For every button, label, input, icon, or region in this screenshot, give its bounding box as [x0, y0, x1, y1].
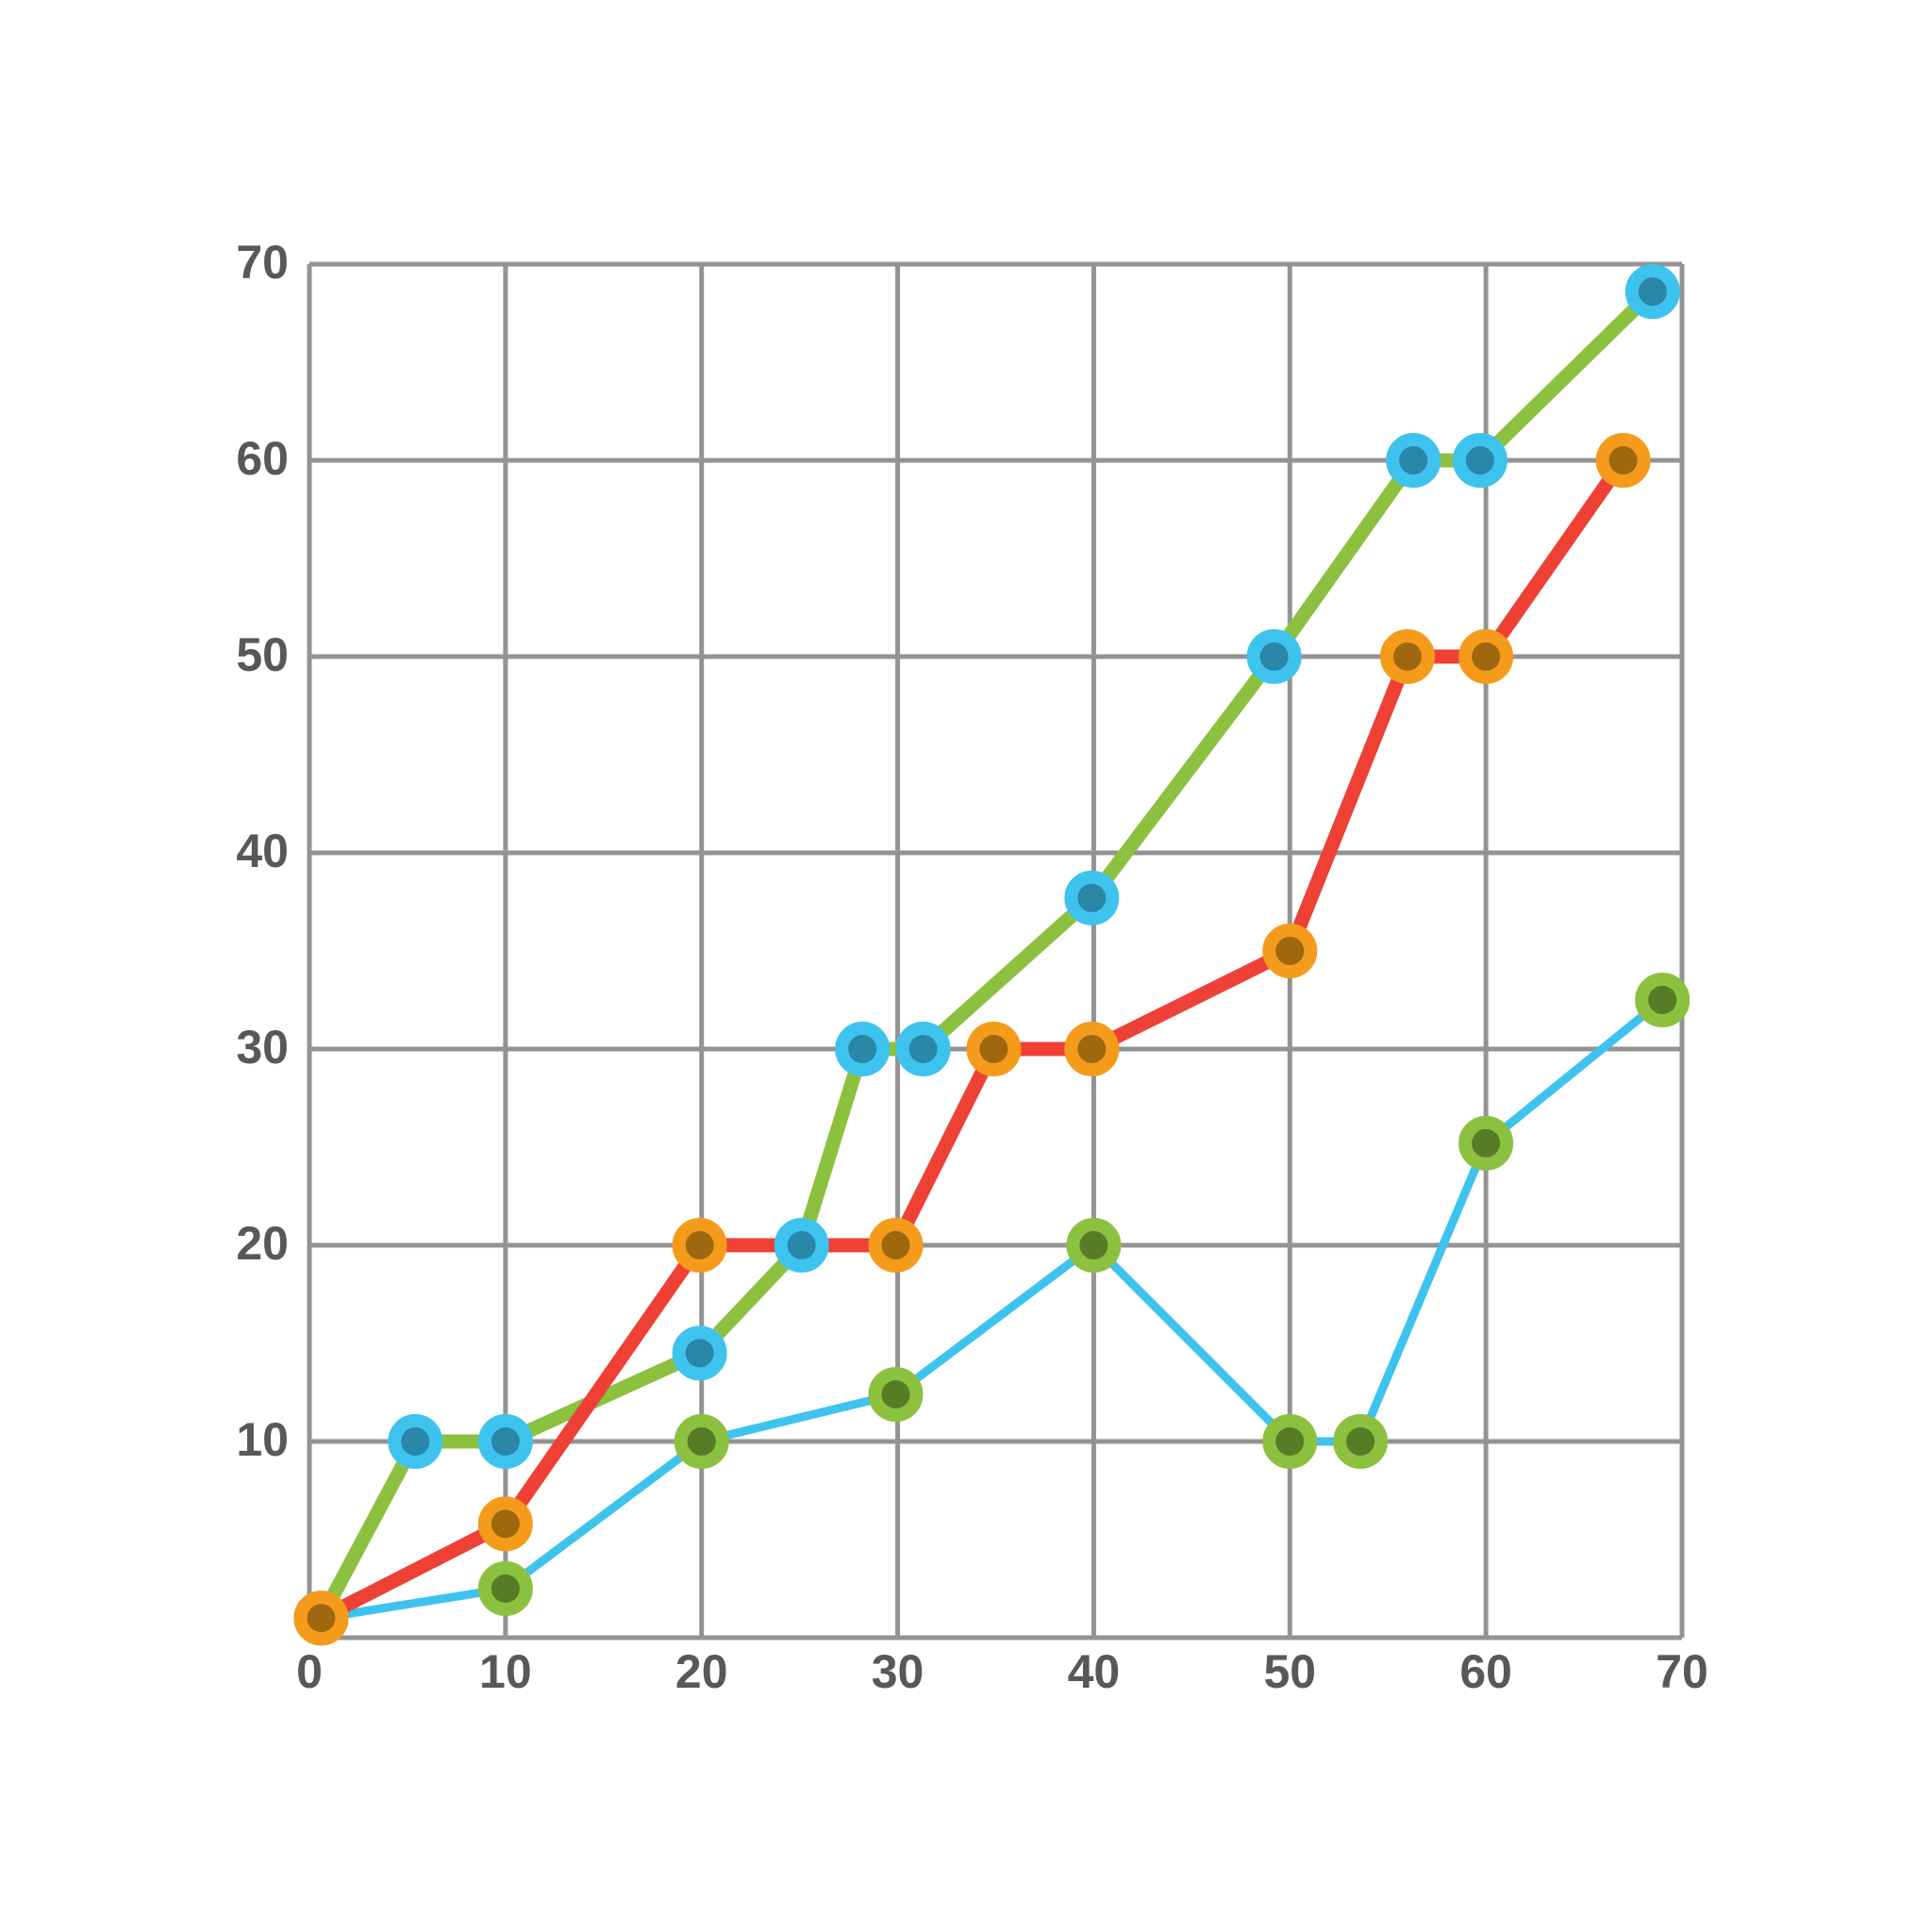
x-tick-label: 40: [1068, 1645, 1121, 1698]
y-tick-label: 60: [236, 432, 289, 485]
y-tick-label: 30: [236, 1021, 289, 1074]
marker: [1452, 433, 1507, 488]
x-tick-label: 50: [1263, 1645, 1316, 1698]
marker: [868, 1367, 924, 1423]
marker: [1246, 629, 1302, 684]
marker: [1380, 629, 1435, 684]
x-tick-label: 30: [872, 1645, 924, 1698]
marker: [1333, 1414, 1389, 1469]
x-tick-label: 20: [675, 1645, 728, 1698]
x-tick-label: 0: [296, 1645, 323, 1698]
marker: [1624, 264, 1680, 320]
marker: [1386, 433, 1441, 488]
y-tick-label: 50: [236, 628, 289, 681]
x-tick-label: 10: [479, 1645, 532, 1698]
y-tick-label: 40: [236, 824, 289, 877]
marker: [835, 1022, 891, 1076]
marker: [1064, 870, 1120, 925]
y-tick-label: 10: [236, 1413, 289, 1466]
marker: [388, 1414, 443, 1469]
marker: [672, 1218, 727, 1273]
marker: [1066, 1218, 1122, 1273]
y-tick-label: 70: [236, 236, 289, 289]
marker: [895, 1022, 951, 1076]
y-tick-label: 20: [236, 1217, 289, 1270]
marker: [774, 1218, 829, 1273]
marker: [1458, 629, 1514, 684]
marker: [1262, 924, 1318, 978]
marker: [674, 1414, 729, 1469]
marker: [1458, 1115, 1514, 1171]
marker: [868, 1218, 924, 1273]
x-tick-label: 60: [1459, 1645, 1512, 1698]
marker: [966, 1022, 1022, 1076]
marker: [1262, 1414, 1318, 1469]
marker: [477, 1496, 533, 1552]
marker: [293, 1591, 349, 1646]
marker: [477, 1561, 533, 1616]
marker: [1595, 433, 1651, 488]
marker: [477, 1414, 533, 1469]
marker: [1635, 973, 1690, 1027]
series-line: [318, 456, 1629, 1624]
marker: [1064, 1022, 1120, 1076]
x-tick-label: 70: [1656, 1645, 1708, 1698]
marker: [672, 1325, 727, 1381]
